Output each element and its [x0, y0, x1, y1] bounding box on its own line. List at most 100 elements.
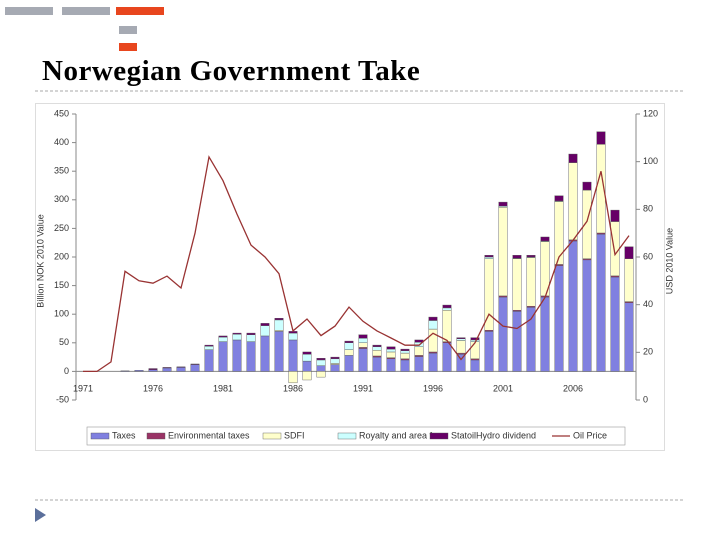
x-tick-label: 1971 — [73, 383, 93, 393]
bar-segment — [540, 236, 550, 242]
bar-segment — [302, 371, 312, 381]
bar-segment — [218, 336, 228, 342]
legend-label: StatoilHydro dividend — [451, 430, 536, 440]
bar-segment — [316, 359, 326, 366]
bar-segment — [582, 259, 592, 372]
bar-segment — [624, 258, 634, 302]
bar-segment — [316, 371, 326, 378]
bar-segment — [274, 331, 284, 372]
y2-tick-label: 0 — [643, 394, 648, 404]
bar-segment — [400, 359, 410, 372]
bar-segment — [134, 370, 144, 372]
bar-segment — [218, 341, 228, 372]
bar-segment — [372, 350, 382, 357]
legend-label: Royalty and area fee — [359, 430, 442, 440]
x-tick-label: 1981 — [213, 383, 233, 393]
bar-segment — [372, 356, 382, 372]
bar-segment — [484, 255, 494, 258]
bar-segment — [610, 221, 620, 277]
bar-segment — [330, 356, 340, 360]
bar-segment — [120, 370, 130, 372]
bar-segment — [596, 131, 606, 145]
deco-bar — [119, 26, 137, 34]
y-tick-label: 100 — [54, 309, 69, 319]
y-tick-label: 150 — [54, 280, 69, 290]
bar-segment — [302, 354, 312, 362]
bar-segment — [190, 364, 200, 372]
y-tick-label: 300 — [54, 194, 69, 204]
bullet-arrow — [35, 508, 46, 522]
y2-tick-label: 80 — [643, 204, 653, 214]
bar-segment — [288, 339, 298, 372]
bar-segment — [470, 341, 480, 360]
bar-segment — [358, 342, 368, 348]
bar-segment — [456, 338, 466, 341]
bar-segment — [344, 340, 354, 343]
y2-tick-label: 100 — [643, 156, 658, 166]
bar-segment — [176, 366, 186, 368]
bar-segment — [358, 338, 368, 343]
y2-tick-label: 60 — [643, 251, 653, 261]
bar-segment — [512, 311, 522, 372]
y-tick-label: 50 — [59, 337, 69, 347]
bar-segment — [162, 367, 172, 369]
bar-segment — [610, 276, 620, 372]
bar-segment — [316, 358, 326, 361]
bar-segment — [162, 367, 172, 372]
bar-segment — [400, 350, 410, 354]
bar-segment — [428, 352, 438, 372]
bar-segment — [246, 332, 256, 335]
bar-segment — [568, 240, 578, 372]
bar-segment — [428, 320, 438, 330]
bar-segment — [288, 371, 298, 384]
y-tick-label: 200 — [54, 251, 69, 261]
bar-segment — [526, 255, 536, 258]
y2-tick-label: 120 — [643, 108, 658, 118]
y-tick-label: 450 — [54, 108, 69, 118]
legend-swatch — [429, 432, 449, 440]
bar-segment — [512, 258, 522, 311]
bar-segment — [246, 334, 256, 342]
bar-segment — [554, 195, 564, 202]
bar-segment — [386, 351, 396, 358]
bar-segment — [498, 207, 508, 297]
bar-segment — [442, 309, 452, 342]
bar-segment — [442, 304, 452, 309]
bar-segment — [456, 337, 466, 339]
bar-segment — [428, 316, 438, 321]
legend-label: Taxes — [112, 430, 136, 440]
bar-segment — [624, 302, 634, 372]
bar-segment — [148, 369, 158, 372]
bar-segment — [204, 344, 214, 347]
bar-segment — [260, 323, 270, 326]
bar-segment — [414, 346, 424, 356]
bar-segment — [288, 332, 298, 341]
bar-segment — [484, 331, 494, 372]
bar-segment — [526, 307, 536, 372]
deco-bar — [62, 7, 110, 15]
oil-price-line — [83, 155, 630, 373]
y2-tick-label: 20 — [643, 347, 653, 357]
x-tick-label: 1991 — [353, 383, 373, 393]
legend-swatch — [262, 432, 282, 440]
bar-segment — [456, 340, 466, 354]
bar-segment — [470, 337, 480, 341]
deco-bar — [119, 43, 137, 51]
slide-title: Norwegian Government Take — [42, 55, 421, 87]
bar-segment — [498, 201, 508, 207]
y2-axis-label: USD 2010 Value — [664, 228, 674, 294]
legend-swatch — [90, 432, 110, 440]
bar-segment — [442, 342, 452, 372]
bar-segment — [568, 153, 578, 163]
bar-segment — [400, 348, 410, 352]
bar-segment — [316, 365, 326, 372]
bar-segment — [386, 348, 396, 353]
bar-segment — [372, 344, 382, 348]
bar-segment — [344, 355, 354, 372]
bar-segment — [274, 319, 284, 331]
bar-segment — [428, 328, 438, 353]
bar-segment — [302, 351, 312, 355]
bar-segment — [624, 246, 634, 259]
